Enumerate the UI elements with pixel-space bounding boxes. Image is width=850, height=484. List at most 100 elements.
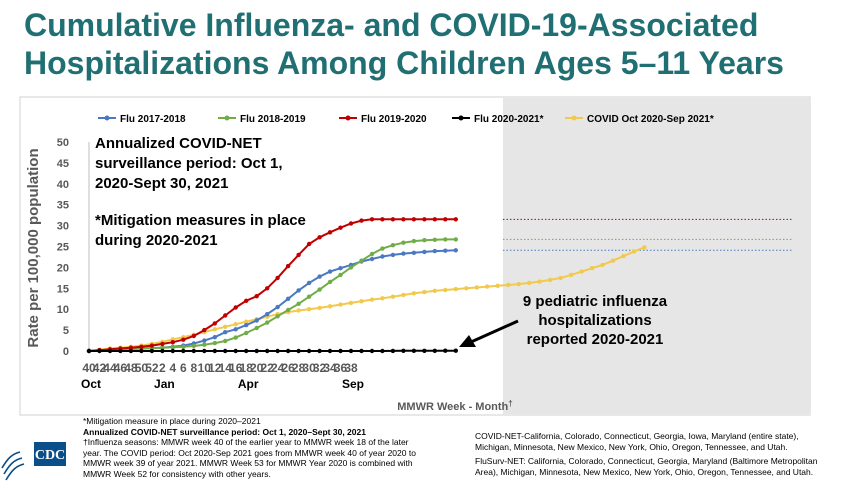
series-point <box>338 302 343 307</box>
series-point <box>139 344 144 349</box>
series-point <box>306 280 312 286</box>
series-point <box>380 348 385 354</box>
footnote-seasons-3: MMWR week 39 of year 2021. MMWR Week 53 … <box>83 458 413 469</box>
x-tick-label: 18 <box>240 361 254 375</box>
series-point <box>317 235 322 240</box>
series-point <box>233 335 238 340</box>
series-point <box>317 305 322 311</box>
series-point <box>401 240 406 245</box>
series-point <box>191 343 196 349</box>
series-point <box>244 322 249 328</box>
series-point <box>369 348 375 354</box>
footnote-flusurv-2: Area), Michigan, Minnesota, New Mexico, … <box>475 467 814 477</box>
series-point <box>223 324 228 329</box>
series-point <box>631 249 637 254</box>
x-tick-label: 34 <box>323 361 337 375</box>
series-point <box>390 348 396 354</box>
series-point <box>160 345 165 350</box>
series-point <box>338 348 343 354</box>
x-tick-label: 6 <box>180 361 187 375</box>
series-point <box>327 269 333 274</box>
series-point <box>296 348 301 354</box>
series-point <box>327 230 333 235</box>
series-point <box>212 348 217 354</box>
x-month-label: Sep <box>342 377 364 391</box>
series-point <box>432 348 437 353</box>
x-tick-label: 16 <box>229 361 243 375</box>
series-point <box>485 284 490 289</box>
footnote-seasons-4: MMWR Week 52 for consistency with other … <box>83 468 271 479</box>
series-point <box>285 307 291 313</box>
series-point <box>86 348 92 354</box>
series-point <box>411 348 417 353</box>
legend-label: Flu 2018-2019 <box>240 114 306 125</box>
series-point <box>348 265 354 270</box>
series-point <box>495 283 500 288</box>
series-point <box>338 272 343 278</box>
series-point <box>516 281 521 287</box>
series-point <box>338 266 343 271</box>
series-point <box>285 263 291 269</box>
series-point <box>443 287 448 293</box>
y-tick-label: 15 <box>57 283 69 295</box>
series-point <box>380 296 385 301</box>
series-point <box>432 248 437 254</box>
series-point <box>422 217 427 222</box>
page-title: Cumulative Influenza- and COVID-19-Assoc… <box>24 6 834 82</box>
series-point <box>401 251 406 256</box>
projection-lines <box>502 218 792 251</box>
legend-label: COVID Oct 2020-Sep 2021* <box>587 114 714 125</box>
series-point <box>233 348 238 354</box>
series-point <box>369 297 375 302</box>
series-point <box>401 292 406 298</box>
series-point <box>411 250 417 255</box>
annotations: Annualized COVID-NET surveillance period:… <box>95 135 668 348</box>
series-point <box>422 289 427 295</box>
series-point <box>422 238 427 243</box>
series-point <box>506 282 511 288</box>
series-point <box>411 238 417 244</box>
pediatric-arrow <box>470 319 519 344</box>
legend-marker <box>571 115 577 121</box>
series-point <box>411 291 417 296</box>
series-point <box>432 217 437 222</box>
footnotes-left: *Mitigation measure in place during 2020… <box>83 416 453 480</box>
cdc-logo-text: CDC <box>35 448 65 463</box>
series-point <box>265 286 270 291</box>
x-tick-label: 26 <box>281 361 295 375</box>
series-point <box>359 348 364 354</box>
series-point <box>233 305 238 310</box>
x-axis-label-mark: † <box>508 399 512 408</box>
x-tick-label: 32 <box>313 361 327 375</box>
surveillance-note-line: Annualized COVID-NET <box>95 135 262 152</box>
y-tick-label: 50 <box>57 137 69 149</box>
series-point <box>453 237 458 242</box>
series-point <box>547 277 553 283</box>
x-tick-label: 24 <box>271 361 285 375</box>
series-point <box>265 320 270 325</box>
x-axis-label: MMWR Week - Month† <box>397 399 512 413</box>
footnote-seasons-1: †Influenza seasons: MMWR week 40 of the … <box>83 437 409 448</box>
y-tick-label: 20 <box>57 262 69 274</box>
pediatric-note-line: hospitalizations <box>538 312 651 329</box>
series-point <box>390 243 396 248</box>
x-tick-label: 52 <box>145 361 159 375</box>
x-tick-label: 42 <box>93 361 107 375</box>
series-point <box>212 321 217 326</box>
x-month-label: Oct <box>81 377 101 391</box>
series-point <box>202 327 207 333</box>
legend-marker <box>345 115 351 121</box>
series-lines <box>86 217 647 354</box>
series-point <box>296 308 301 313</box>
series-point <box>422 249 427 255</box>
series-point <box>527 280 532 286</box>
series-point <box>265 312 270 317</box>
title-line-2: Hospitalizations Among Children Ages 5–1… <box>24 45 784 81</box>
series-point <box>181 348 186 354</box>
series-point <box>327 279 333 285</box>
series-point <box>233 322 238 327</box>
pediatric-note-line: 9 pediatric influenza <box>523 293 668 310</box>
series-point <box>296 252 301 258</box>
series-point <box>118 348 123 354</box>
